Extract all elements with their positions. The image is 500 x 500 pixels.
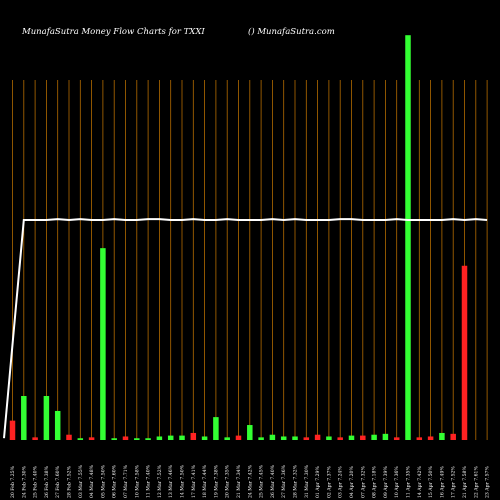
x-tick-label: 10 Mar 7.58% (134, 464, 140, 498)
x-tick-label: 11 Apr 7.35% (406, 466, 412, 498)
x-tick-label: 17 Mar 7.41% (191, 464, 197, 498)
x-tick-label: 15 Apr 7.50% (428, 466, 434, 498)
watermark: () MunafaSutra.com (248, 27, 335, 37)
bar (269, 434, 276, 440)
bar (179, 435, 185, 440)
x-tick-label: 27 Feb 7.60% (55, 465, 61, 498)
x-tick-label: 23 Apr 7.57% (485, 466, 491, 498)
money-flow-line (3, 218, 488, 439)
bar (32, 437, 38, 440)
x-tick-label: 25 Mar 7.45% (259, 464, 265, 498)
bar (326, 436, 332, 440)
x-tick-label: 24 Mar 7.42% (247, 464, 253, 498)
x-tick-label: 01 Apr 7.29% (315, 466, 321, 498)
bar (292, 436, 298, 440)
bars (9, 35, 468, 440)
bar (247, 425, 253, 440)
x-tick-label: 09 Apr 7.39% (383, 466, 389, 498)
x-tick-label: 21 Apr 7.58% (462, 466, 468, 498)
bar (416, 437, 423, 440)
x-tick-label: 20 Feb 7.25% (10, 465, 16, 498)
x-tick-label: 28 Feb 7.52% (67, 465, 73, 498)
bar (190, 432, 197, 440)
bar (405, 35, 411, 440)
x-tick-label: 27 Mar 7.36% (281, 464, 287, 498)
bar (450, 433, 456, 440)
bar (337, 437, 343, 440)
bar (201, 436, 208, 440)
x-tick-label: 07 Apr 7.32% (360, 466, 366, 498)
x-tick-label: 14 Apr 7.42% (417, 466, 423, 498)
x-tick-label: 18 Mar 7.44% (202, 464, 208, 498)
bar (224, 437, 230, 440)
x-tick-label: 05 Mar 7.50% (100, 464, 106, 498)
bar (77, 438, 84, 440)
x-tick-label: 31 Mar 7.30% (304, 464, 310, 498)
x-tick-label: 17 Apr 7.52% (451, 466, 457, 498)
bar (235, 435, 242, 440)
x-tick-label: 02 Apr 7.37% (326, 466, 332, 498)
bar (21, 396, 27, 440)
x-tick-label: 26 Feb 7.38% (44, 465, 50, 498)
bar (461, 265, 468, 440)
bar (393, 437, 400, 440)
bar (156, 436, 163, 440)
x-tick-label: 13 Mar 7.46% (168, 464, 174, 498)
bar (280, 436, 287, 440)
x-tick-label: 08 Apr 7.18% (372, 466, 378, 498)
x-tick-labels: 20 Feb 7.25% 24 Feb 7.30% 25 Feb 7.40% 26 F… (10, 464, 491, 498)
bar (100, 248, 106, 440)
bar (371, 434, 377, 440)
gridlines (12, 80, 488, 440)
x-tick-label: 04 Apr 7.20% (349, 466, 355, 498)
x-tick-label: 16 Apr 7.49% (439, 466, 445, 498)
bar (348, 435, 355, 440)
bar (427, 436, 434, 440)
x-tick-label: 26 Mar 7.40% (270, 464, 276, 498)
bar (213, 417, 219, 440)
x-tick-label: 22 Apr 7.61% (473, 466, 479, 498)
bar (111, 438, 117, 440)
bar (145, 438, 151, 440)
bar (88, 437, 95, 440)
bar (122, 436, 129, 440)
x-tick-label: 20 Mar 7.35% (225, 464, 231, 498)
x-tick-label: 10 Apr 7.36% (394, 466, 400, 498)
bar (66, 434, 72, 440)
bar (382, 433, 389, 440)
chart-title: MunafaSutra Money Flow Charts for TXXI (22, 27, 205, 37)
bar (54, 410, 61, 440)
x-tick-label: 28 Mar 7.32% (293, 464, 299, 498)
bar (360, 435, 366, 440)
x-tick-label: 03 Mar 7.55% (78, 464, 84, 498)
bar (43, 396, 50, 440)
bar (167, 435, 174, 440)
bar (303, 437, 310, 440)
x-tick-label: 11 Mar 7.40% (146, 464, 152, 498)
bar (258, 437, 264, 440)
bar (9, 420, 16, 440)
x-tick-label: 21 Mar 7.34% (236, 464, 242, 498)
x-tick-label: 19 Mar 7.38% (213, 464, 219, 498)
x-tick-label: 04 Mar 7.48% (89, 464, 95, 498)
bar (134, 438, 140, 440)
x-tick-label: 06 Mar 7.60% (112, 464, 118, 498)
x-tick-label: 25 Feb 7.40% (33, 465, 39, 498)
x-tick-label: 24 Feb 7.30% (21, 465, 27, 498)
x-tick-label: 14 Mar 7.50% (180, 464, 186, 498)
bar (439, 432, 445, 440)
x-tick-label: 07 Mar 7.71% (123, 464, 129, 498)
x-tick-label: 03 Apr 7.24% (338, 466, 344, 498)
x-tick-label: 12 Mar 7.52% (157, 464, 163, 498)
bar (314, 434, 321, 440)
